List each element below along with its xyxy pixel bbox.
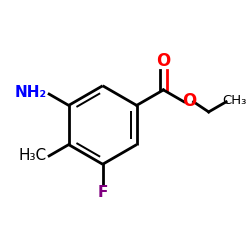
- Text: O: O: [182, 92, 196, 110]
- Text: F: F: [98, 184, 108, 200]
- Text: H₃C: H₃C: [18, 148, 47, 164]
- Text: O: O: [156, 52, 170, 70]
- Text: NH₂: NH₂: [14, 86, 47, 100]
- Text: CH₃: CH₃: [222, 94, 247, 107]
